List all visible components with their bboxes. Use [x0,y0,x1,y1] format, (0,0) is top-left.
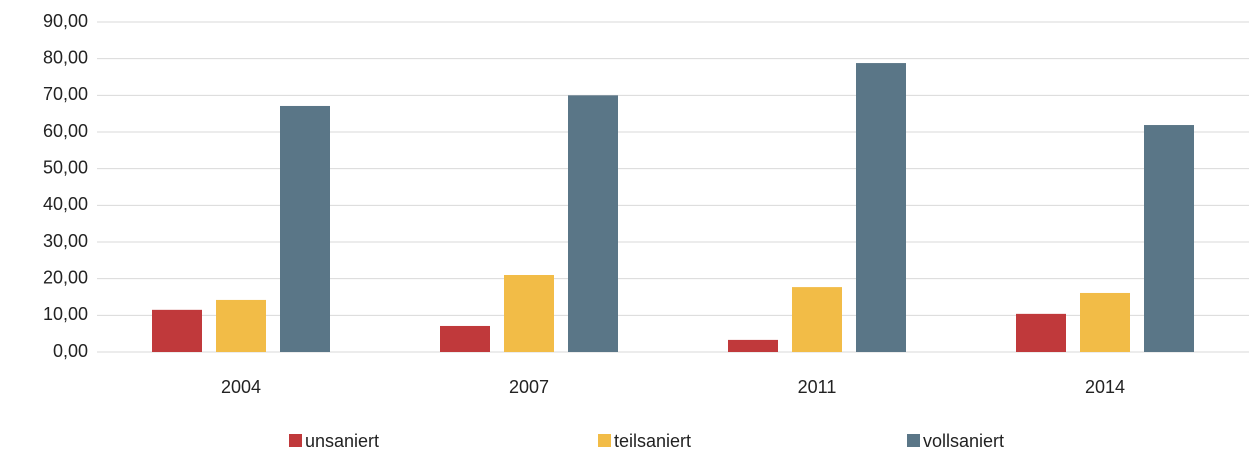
y-tick-label: 40,00 [43,194,88,214]
bar [568,95,618,352]
bar [1144,125,1194,353]
y-tick-label: 80,00 [43,47,88,67]
bar [728,339,778,352]
bar [504,275,554,352]
x-tick-label: 2011 [798,377,837,397]
y-tick-label: 60,00 [43,121,88,141]
y-tick-label: 70,00 [43,84,88,104]
legend-swatch [289,434,302,447]
x-tick-label: 2014 [1085,377,1125,397]
bar [280,105,330,352]
y-tick-label: 20,00 [43,267,88,287]
y-tick-label: 0,00 [53,341,88,361]
y-tick-label: 10,00 [43,304,88,324]
legend-swatch [598,434,611,447]
y-tick-label: 90,00 [43,11,88,31]
bar [1016,313,1066,352]
y-tick-label: 50,00 [43,157,88,177]
y-tick-label: 30,00 [43,231,88,251]
x-tick-label: 2004 [221,377,261,397]
legend-label: unsaniert [305,431,379,451]
x-tick-label: 2007 [509,377,549,397]
legend-label: teilsaniert [614,431,691,451]
bar [856,63,906,353]
bar [216,299,266,352]
legend-label: vollsaniert [923,431,1004,451]
legend-swatch [907,434,920,447]
bar [152,309,202,352]
bar [1080,292,1130,352]
bar [792,287,842,352]
bar [440,325,490,352]
